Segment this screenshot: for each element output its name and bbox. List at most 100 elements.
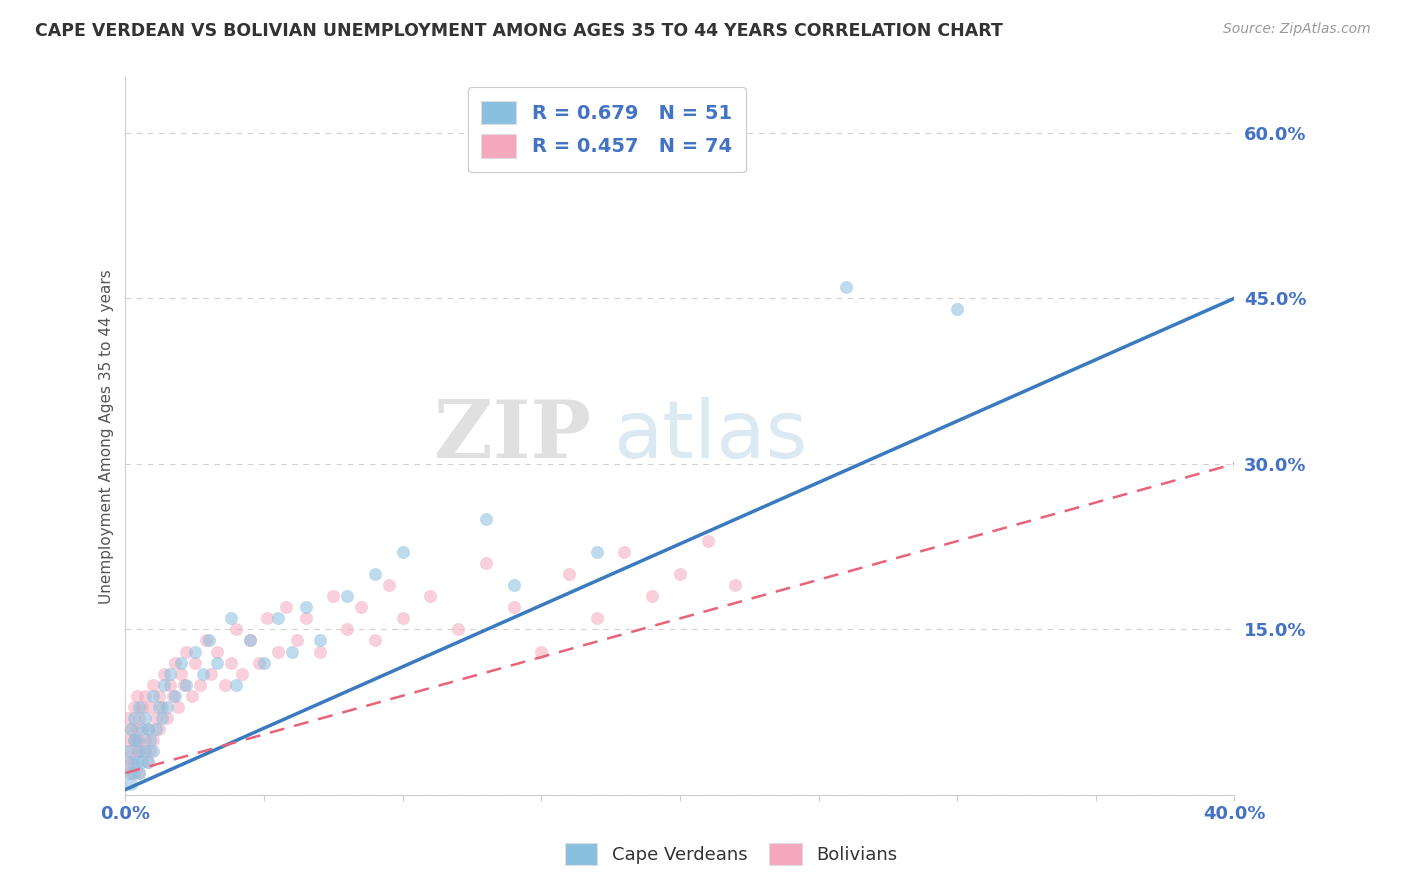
Point bbox=[200, 666, 222, 681]
Point bbox=[194, 633, 217, 648]
Text: ZIP: ZIP bbox=[434, 397, 592, 475]
Point bbox=[219, 611, 242, 625]
Point bbox=[364, 633, 387, 648]
Point bbox=[128, 711, 150, 725]
Point bbox=[184, 656, 207, 670]
Point bbox=[148, 689, 170, 703]
Point bbox=[120, 722, 142, 736]
Point bbox=[145, 722, 167, 736]
Point bbox=[134, 732, 156, 747]
Point bbox=[276, 600, 298, 615]
Point bbox=[502, 578, 524, 592]
Point bbox=[117, 766, 139, 780]
Point bbox=[139, 744, 162, 758]
Point bbox=[142, 689, 165, 703]
Point bbox=[125, 722, 148, 736]
Point bbox=[122, 766, 145, 780]
Point bbox=[613, 545, 636, 559]
Point bbox=[225, 678, 247, 692]
Legend: Cape Verdeans, Bolivians: Cape Verdeans, Bolivians bbox=[555, 834, 907, 874]
Point bbox=[267, 644, 290, 658]
Point bbox=[159, 678, 181, 692]
Point bbox=[125, 755, 148, 769]
Point bbox=[188, 678, 211, 692]
Point bbox=[117, 732, 139, 747]
Point bbox=[558, 567, 581, 582]
Point bbox=[181, 689, 204, 703]
Point bbox=[167, 699, 190, 714]
Point bbox=[136, 755, 159, 769]
Point bbox=[125, 744, 148, 758]
Point bbox=[125, 689, 148, 703]
Point bbox=[391, 611, 413, 625]
Point bbox=[148, 699, 170, 714]
Point bbox=[253, 656, 276, 670]
Point bbox=[378, 578, 401, 592]
Point bbox=[142, 744, 165, 758]
Point bbox=[162, 689, 184, 703]
Point bbox=[120, 755, 142, 769]
Point bbox=[128, 766, 150, 780]
Point bbox=[134, 689, 156, 703]
Point bbox=[117, 744, 139, 758]
Point bbox=[145, 711, 167, 725]
Point bbox=[128, 699, 150, 714]
Text: atlas: atlas bbox=[613, 397, 808, 475]
Point bbox=[239, 633, 262, 648]
Point bbox=[159, 666, 181, 681]
Point bbox=[120, 744, 142, 758]
Point bbox=[205, 656, 228, 670]
Point bbox=[131, 744, 153, 758]
Point bbox=[134, 711, 156, 725]
Point bbox=[134, 744, 156, 758]
Point bbox=[176, 678, 198, 692]
Point bbox=[530, 644, 553, 658]
Point bbox=[475, 512, 498, 526]
Point bbox=[153, 666, 176, 681]
Point bbox=[153, 678, 176, 692]
Point bbox=[205, 644, 228, 658]
Point bbox=[131, 755, 153, 769]
Point bbox=[122, 732, 145, 747]
Point bbox=[191, 666, 214, 681]
Point bbox=[122, 711, 145, 725]
Point bbox=[696, 534, 718, 549]
Point bbox=[122, 732, 145, 747]
Point bbox=[176, 644, 198, 658]
Point bbox=[585, 545, 607, 559]
Point bbox=[475, 556, 498, 570]
Point bbox=[946, 302, 969, 317]
Point bbox=[225, 623, 247, 637]
Point bbox=[294, 611, 316, 625]
Point bbox=[419, 590, 441, 604]
Point bbox=[247, 656, 270, 670]
Point bbox=[350, 600, 373, 615]
Point bbox=[165, 689, 187, 703]
Point bbox=[308, 644, 330, 658]
Point bbox=[322, 590, 344, 604]
Point bbox=[125, 732, 148, 747]
Point bbox=[136, 722, 159, 736]
Point bbox=[136, 755, 159, 769]
Point bbox=[156, 711, 179, 725]
Point bbox=[308, 633, 330, 648]
Point bbox=[231, 666, 253, 681]
Point bbox=[120, 766, 142, 780]
Point bbox=[239, 633, 262, 648]
Point bbox=[120, 777, 142, 791]
Text: CAPE VERDEAN VS BOLIVIAN UNEMPLOYMENT AMONG AGES 35 TO 44 YEARS CORRELATION CHAR: CAPE VERDEAN VS BOLIVIAN UNEMPLOYMENT AM… bbox=[35, 22, 1002, 40]
Point bbox=[150, 711, 173, 725]
Point bbox=[336, 590, 359, 604]
Point bbox=[165, 656, 187, 670]
Point bbox=[197, 633, 219, 648]
Legend: R = 0.679   N = 51, R = 0.457   N = 74: R = 0.679 N = 51, R = 0.457 N = 74 bbox=[468, 87, 745, 171]
Point bbox=[447, 623, 470, 637]
Point bbox=[156, 699, 179, 714]
Point bbox=[835, 280, 858, 294]
Point bbox=[131, 699, 153, 714]
Point bbox=[131, 722, 153, 736]
Point bbox=[669, 567, 692, 582]
Point bbox=[170, 666, 193, 681]
Text: Source: ZipAtlas.com: Source: ZipAtlas.com bbox=[1223, 22, 1371, 37]
Point bbox=[142, 732, 165, 747]
